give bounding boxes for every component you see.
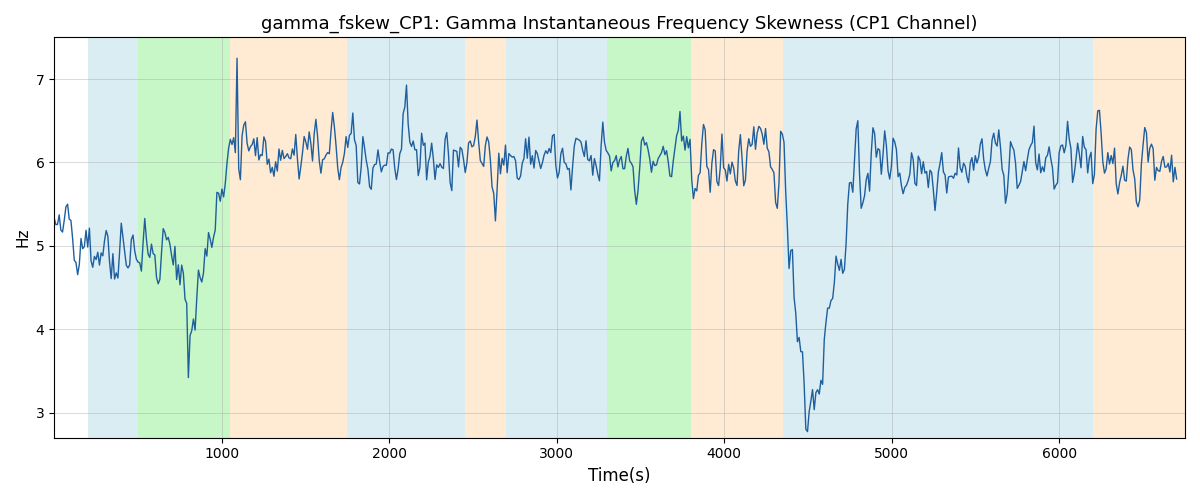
Bar xyxy=(607,38,691,438)
Bar xyxy=(1093,38,1186,438)
Bar xyxy=(464,38,506,438)
Title: gamma_fskew_CP1: Gamma Instantaneous Frequency Skewness (CP1 Channel): gamma_fskew_CP1: Gamma Instantaneous Fre… xyxy=(262,15,978,34)
X-axis label: Time(s): Time(s) xyxy=(588,467,650,485)
Bar xyxy=(691,38,782,438)
Bar xyxy=(230,38,347,438)
Bar xyxy=(88,38,138,438)
Bar xyxy=(347,38,464,438)
Bar xyxy=(138,38,230,438)
Bar xyxy=(506,38,607,438)
Bar xyxy=(782,38,1093,438)
Y-axis label: Hz: Hz xyxy=(16,228,30,248)
